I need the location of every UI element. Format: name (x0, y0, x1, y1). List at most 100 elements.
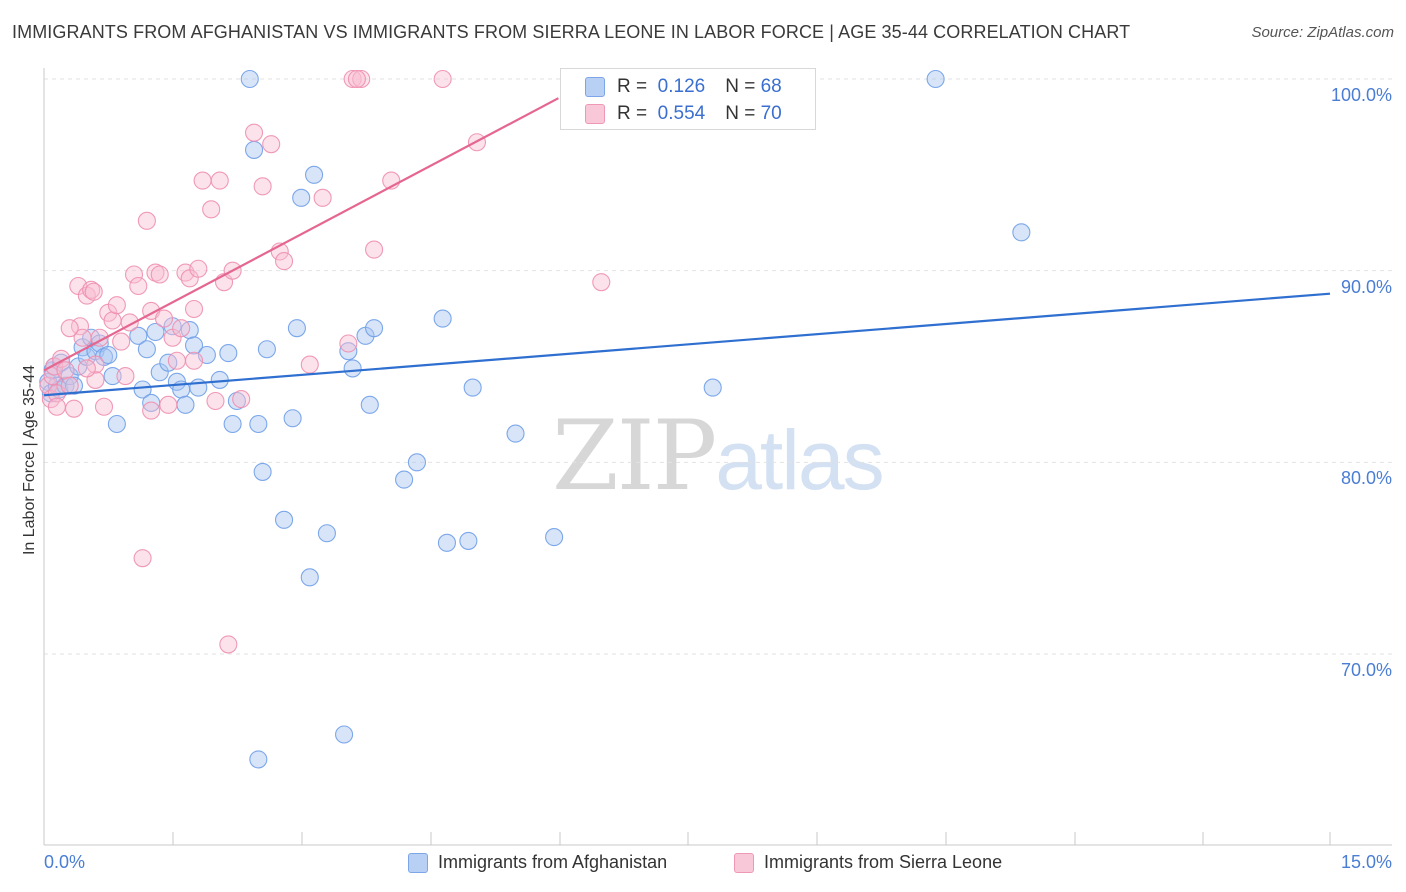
data-point (142, 401, 161, 420)
data-point (99, 345, 118, 365)
legend-swatch-pink (734, 852, 754, 873)
data-point (506, 424, 525, 443)
data-point (283, 409, 302, 428)
source-label: Source: ZipAtlas.com (1251, 24, 1394, 41)
data-point (317, 524, 336, 543)
data-point (64, 376, 84, 395)
data-point (437, 533, 456, 552)
data-point (300, 568, 319, 587)
legend-swatch-pink (585, 104, 605, 124)
data-point (249, 414, 268, 434)
data-point (94, 397, 114, 416)
data-point (926, 69, 945, 89)
data-point (103, 311, 122, 330)
data-point (47, 397, 66, 416)
data-point (84, 282, 103, 301)
x-tick-label-min: 0.0% (44, 852, 86, 872)
data-point (360, 395, 379, 414)
data-point (339, 334, 358, 353)
n-label: N = (725, 76, 756, 97)
watermark-zip: ZIP (552, 400, 717, 512)
legend-swatch-blue (408, 852, 428, 873)
data-point (159, 395, 178, 414)
data-point (184, 299, 204, 319)
data-point (133, 549, 152, 568)
data-point (257, 340, 276, 359)
data-point (60, 376, 79, 395)
legend-item-afghanistan: Immigrants from Afghanistan (408, 852, 667, 873)
data-point (137, 340, 156, 359)
watermark-atlas: atlas (715, 413, 884, 507)
data-point (176, 395, 195, 414)
n-value: 70 (760, 103, 782, 124)
series-sierra-leone-points (39, 69, 611, 654)
data-point (262, 135, 281, 154)
data-point (339, 342, 358, 361)
data-point (223, 414, 242, 434)
data-point (193, 171, 212, 190)
data-point (146, 322, 165, 342)
data-point (184, 336, 204, 355)
data-point (275, 510, 294, 529)
data-point (343, 359, 362, 378)
data-point (60, 319, 79, 338)
data-point (124, 265, 144, 284)
correlation-row-afghanistan: R = 0.126 N = 68 (585, 76, 782, 98)
y-tick-label: 100.0% (1330, 85, 1392, 105)
data-point (219, 344, 238, 363)
data-point (240, 69, 259, 89)
data-point (253, 462, 272, 481)
data-point (347, 69, 366, 89)
data-point (407, 453, 426, 472)
data-point (116, 367, 135, 386)
data-point (154, 309, 174, 328)
correlation-legend: R = 0.126 N = 68 R = 0.554 N = 70 (560, 68, 816, 130)
legend-label-sierra-leone: Immigrants from Sierra Leone (764, 852, 1003, 872)
data-point (133, 380, 152, 399)
data-point (275, 252, 294, 271)
y-tick-label: 80.0% (1340, 468, 1392, 489)
data-point (150, 265, 169, 284)
data-point (107, 296, 126, 315)
data-point (82, 280, 101, 299)
data-point (167, 351, 186, 370)
data-point (365, 240, 384, 259)
data-point (210, 171, 229, 190)
x-tick-label-max: 15.0% (1340, 852, 1392, 872)
data-point (219, 635, 238, 654)
y-tick-label: 70.0% (1340, 660, 1392, 680)
data-point (129, 276, 148, 296)
data-point (77, 359, 96, 378)
n-value: 68 (760, 76, 782, 97)
legend-swatch-blue (585, 77, 605, 97)
y-tick-label: 90.0% (1340, 276, 1392, 297)
data-point (64, 399, 84, 418)
data-point (107, 414, 126, 434)
data-point (232, 390, 251, 409)
legend-item-sierra-leone: Immigrants from Sierra Leone (734, 852, 1002, 873)
trend-lines (43, 97, 1331, 397)
watermark: ZIPatlas (552, 400, 885, 512)
r-label: R = (617, 76, 648, 97)
data-point (545, 528, 564, 547)
data-point (292, 188, 311, 207)
data-point (365, 319, 384, 338)
y-axis-label: In Labor Force | Age 35-44 (21, 364, 38, 556)
data-point (206, 391, 225, 411)
data-point (395, 470, 414, 489)
correlation-row-sierra-leone: R = 0.554 N = 70 (585, 103, 782, 125)
data-point (112, 332, 131, 351)
chart-title: IMMIGRANTS FROM AFGHANISTAN VS IMMIGRANT… (12, 22, 1131, 42)
r-value: 0.554 (657, 103, 706, 124)
data-point (202, 200, 221, 219)
data-point (463, 378, 482, 397)
data-point (300, 355, 319, 374)
trend-line (43, 292, 1331, 397)
data-point (172, 319, 191, 338)
data-point (86, 355, 105, 374)
data-point (335, 725, 354, 744)
data-point (129, 326, 148, 345)
data-point (313, 188, 332, 207)
data-point (592, 273, 611, 292)
